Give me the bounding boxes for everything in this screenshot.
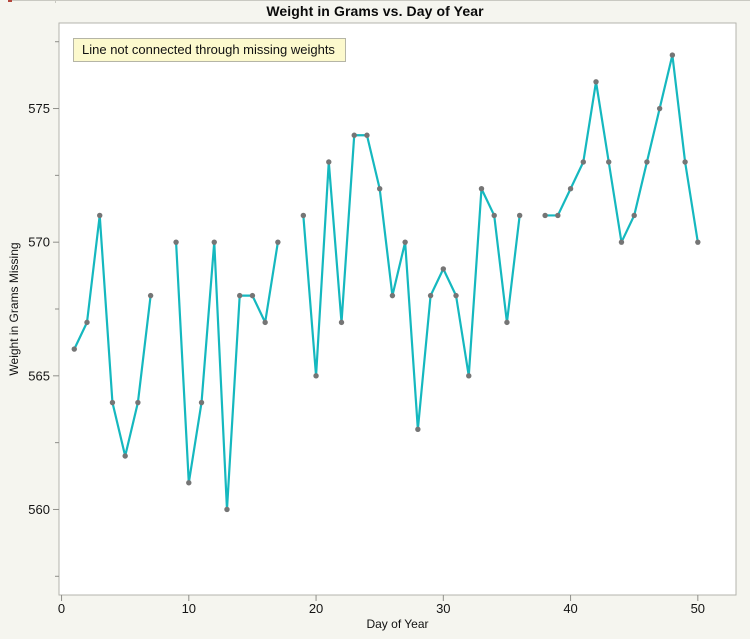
window-top-divider bbox=[8, 0, 750, 1]
data-point-marker[interactable] bbox=[147, 292, 154, 299]
data-point-marker[interactable] bbox=[402, 239, 408, 245]
data-point-marker[interactable] bbox=[593, 79, 599, 85]
data-point-marker[interactable] bbox=[606, 159, 612, 165]
data-point-marker[interactable] bbox=[135, 399, 141, 406]
data-point-marker[interactable] bbox=[186, 480, 192, 486]
data-point-marker[interactable] bbox=[516, 212, 523, 219]
data-point-marker[interactable] bbox=[504, 319, 510, 326]
data-point-marker[interactable] bbox=[275, 239, 281, 245]
data-point-marker[interactable] bbox=[237, 292, 243, 299]
data-point-marker[interactable] bbox=[173, 239, 179, 245]
data-point-marker[interactable] bbox=[656, 105, 663, 112]
x-tick-label: 10 bbox=[182, 601, 196, 616]
data-point-marker[interactable] bbox=[224, 506, 230, 513]
data-point-marker[interactable] bbox=[351, 132, 357, 138]
data-point-marker[interactable] bbox=[466, 373, 472, 379]
data-point-marker[interactable] bbox=[440, 266, 447, 272]
top-divider-tick bbox=[55, 0, 56, 3]
data-point-marker[interactable] bbox=[478, 186, 485, 192]
data-point-marker[interactable] bbox=[695, 239, 701, 245]
data-point-marker[interactable] bbox=[338, 319, 345, 326]
x-tick-label: 20 bbox=[309, 601, 323, 616]
x-tick-label: 40 bbox=[563, 601, 577, 616]
data-point-marker[interactable] bbox=[555, 212, 561, 219]
x-axis-title: Day of Year bbox=[366, 617, 429, 631]
data-point-marker[interactable] bbox=[249, 292, 256, 299]
data-point-marker[interactable] bbox=[427, 292, 434, 299]
data-point-marker[interactable] bbox=[326, 159, 332, 165]
data-point-marker[interactable] bbox=[71, 346, 77, 352]
data-point-marker[interactable] bbox=[542, 212, 548, 219]
y-tick-label: 560 bbox=[28, 502, 50, 517]
x-tick-label: 50 bbox=[691, 601, 705, 616]
x-tick-label: 0 bbox=[58, 601, 65, 616]
x-tick-label: 30 bbox=[436, 601, 450, 616]
data-point-marker[interactable] bbox=[376, 186, 383, 192]
data-point-marker[interactable] bbox=[644, 159, 650, 165]
data-point-marker[interactable] bbox=[389, 292, 396, 299]
y-axis-title: Weight in Grams Missing bbox=[7, 242, 21, 376]
data-point-marker[interactable] bbox=[567, 186, 574, 192]
data-point-marker[interactable] bbox=[198, 399, 205, 406]
data-point-marker[interactable] bbox=[122, 453, 128, 459]
data-point-marker[interactable] bbox=[84, 319, 90, 326]
data-point-marker[interactable] bbox=[313, 373, 319, 379]
annotation-text: Line not connected through missing weigh… bbox=[82, 42, 335, 57]
data-point-marker[interactable] bbox=[618, 239, 625, 245]
annotation-box[interactable]: Line not connected through missing weigh… bbox=[73, 38, 346, 62]
window-accent-fragment bbox=[8, 0, 12, 2]
data-point-marker[interactable] bbox=[669, 52, 676, 58]
data-point-marker[interactable] bbox=[580, 159, 586, 165]
data-point-marker[interactable] bbox=[631, 212, 637, 219]
data-point-marker[interactable] bbox=[415, 426, 421, 432]
data-point-marker[interactable] bbox=[211, 239, 217, 245]
y-tick-label: 575 bbox=[28, 101, 50, 116]
chart-title: Weight in Grams vs. Day of Year bbox=[266, 3, 484, 19]
data-point-marker[interactable] bbox=[97, 212, 103, 219]
data-point-marker[interactable] bbox=[453, 292, 459, 299]
data-point-marker[interactable] bbox=[109, 399, 116, 406]
y-tick-label: 570 bbox=[28, 235, 50, 250]
data-point-marker[interactable] bbox=[262, 319, 268, 326]
data-point-marker[interactable] bbox=[364, 132, 370, 138]
y-tick-label: 565 bbox=[28, 368, 50, 383]
series-line-segment bbox=[302, 134, 521, 431]
data-point-marker[interactable] bbox=[491, 212, 497, 219]
plot-frame[interactable] bbox=[58, 22, 737, 596]
data-point-marker[interactable] bbox=[682, 159, 688, 165]
data-point-marker[interactable] bbox=[300, 212, 307, 219]
